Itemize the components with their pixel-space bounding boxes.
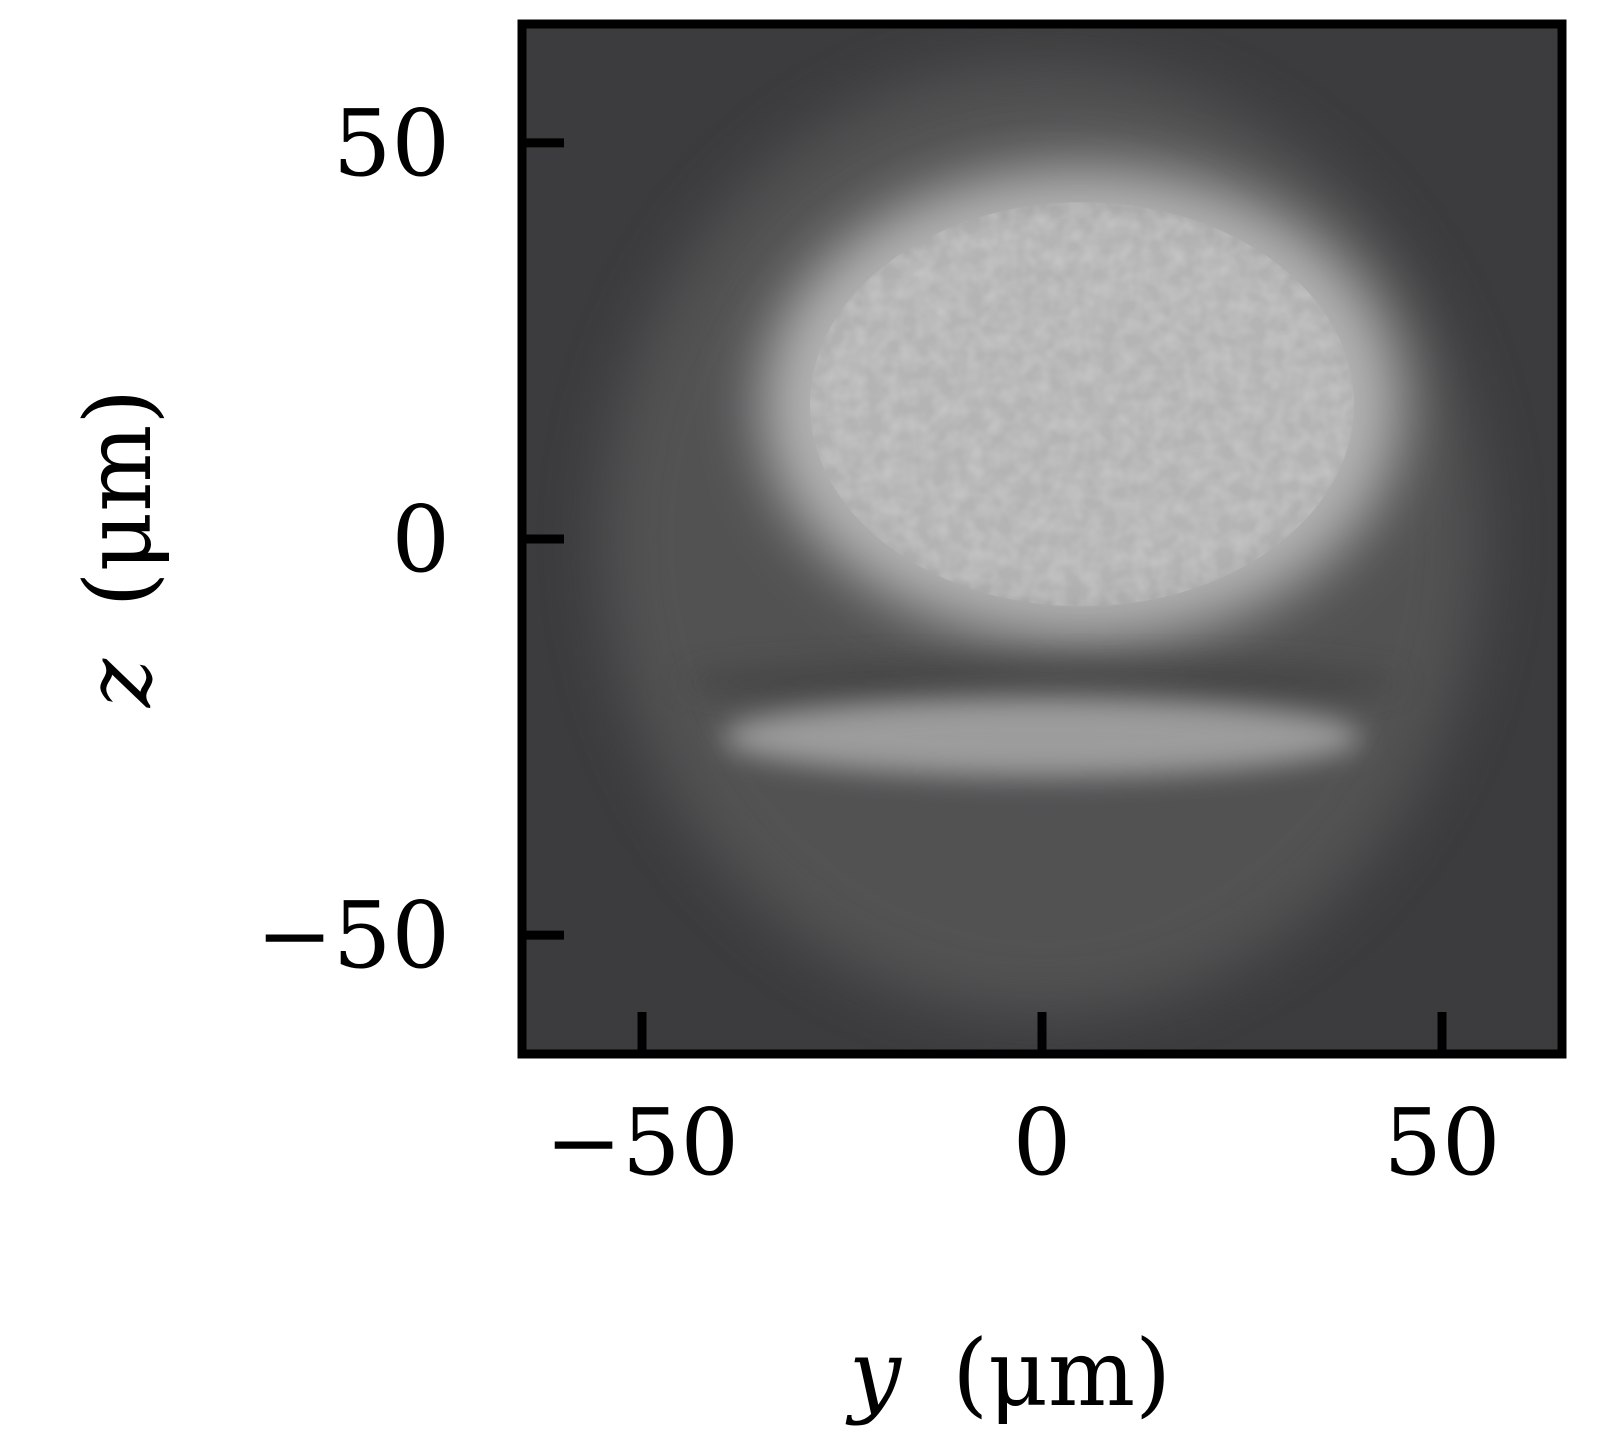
feature-dark-gap — [682, 657, 1402, 706]
feature-lower-band — [722, 697, 1362, 777]
x-tick-label: −50 — [545, 1089, 739, 1196]
y-tick-label: −50 — [256, 882, 450, 989]
speckle-texture — [810, 202, 1354, 607]
x-tick-label: 50 — [1383, 1089, 1500, 1196]
y-tick-label: 50 — [333, 90, 450, 197]
y-axis-variable: z — [65, 658, 172, 708]
y-axis-label: z (μm) — [65, 389, 172, 709]
x-axis-variable: y — [845, 1320, 902, 1427]
y-tick-label: 0 — [391, 486, 450, 593]
x-tick-label: 0 — [1013, 1089, 1072, 1196]
y-axis-unit: (μm) — [65, 389, 172, 608]
x-axis-label: y (μm) — [845, 1320, 1171, 1427]
intensity-image — [602, 63, 1482, 1015]
axes: −50 0 50 −50 0 50 — [256, 90, 1501, 1196]
x-axis-unit: (μm) — [952, 1320, 1171, 1427]
